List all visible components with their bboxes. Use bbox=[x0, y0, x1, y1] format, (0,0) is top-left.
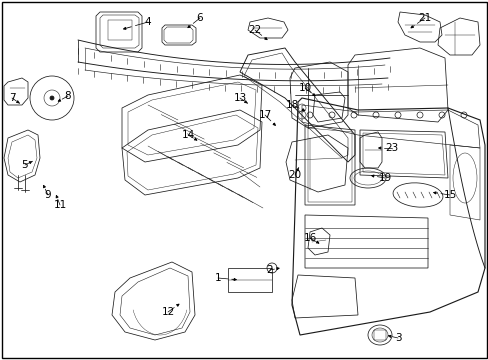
Text: 9: 9 bbox=[44, 190, 51, 200]
Text: 19: 19 bbox=[378, 173, 391, 183]
Text: 14: 14 bbox=[181, 130, 194, 140]
Text: 22: 22 bbox=[248, 25, 261, 35]
Bar bbox=[373, 330, 385, 340]
Text: 4: 4 bbox=[144, 17, 151, 27]
Text: 3: 3 bbox=[394, 333, 401, 343]
Text: 21: 21 bbox=[418, 13, 431, 23]
Text: 12: 12 bbox=[161, 307, 174, 317]
Text: 16: 16 bbox=[303, 233, 316, 243]
Text: 6: 6 bbox=[196, 13, 203, 23]
Bar bbox=[108, 20, 132, 40]
Text: 23: 23 bbox=[385, 143, 398, 153]
Text: 1: 1 bbox=[214, 273, 221, 283]
Text: 20: 20 bbox=[288, 170, 301, 180]
Text: 10: 10 bbox=[298, 83, 311, 93]
Text: 2: 2 bbox=[266, 265, 273, 275]
Text: 7: 7 bbox=[9, 93, 15, 103]
Text: 5: 5 bbox=[21, 160, 28, 170]
Text: 8: 8 bbox=[64, 91, 71, 101]
Text: 11: 11 bbox=[53, 200, 66, 210]
Text: 18: 18 bbox=[285, 100, 298, 110]
Ellipse shape bbox=[50, 96, 54, 100]
Text: 17: 17 bbox=[258, 110, 271, 120]
Text: 13: 13 bbox=[233, 93, 246, 103]
Text: 15: 15 bbox=[443, 190, 456, 200]
